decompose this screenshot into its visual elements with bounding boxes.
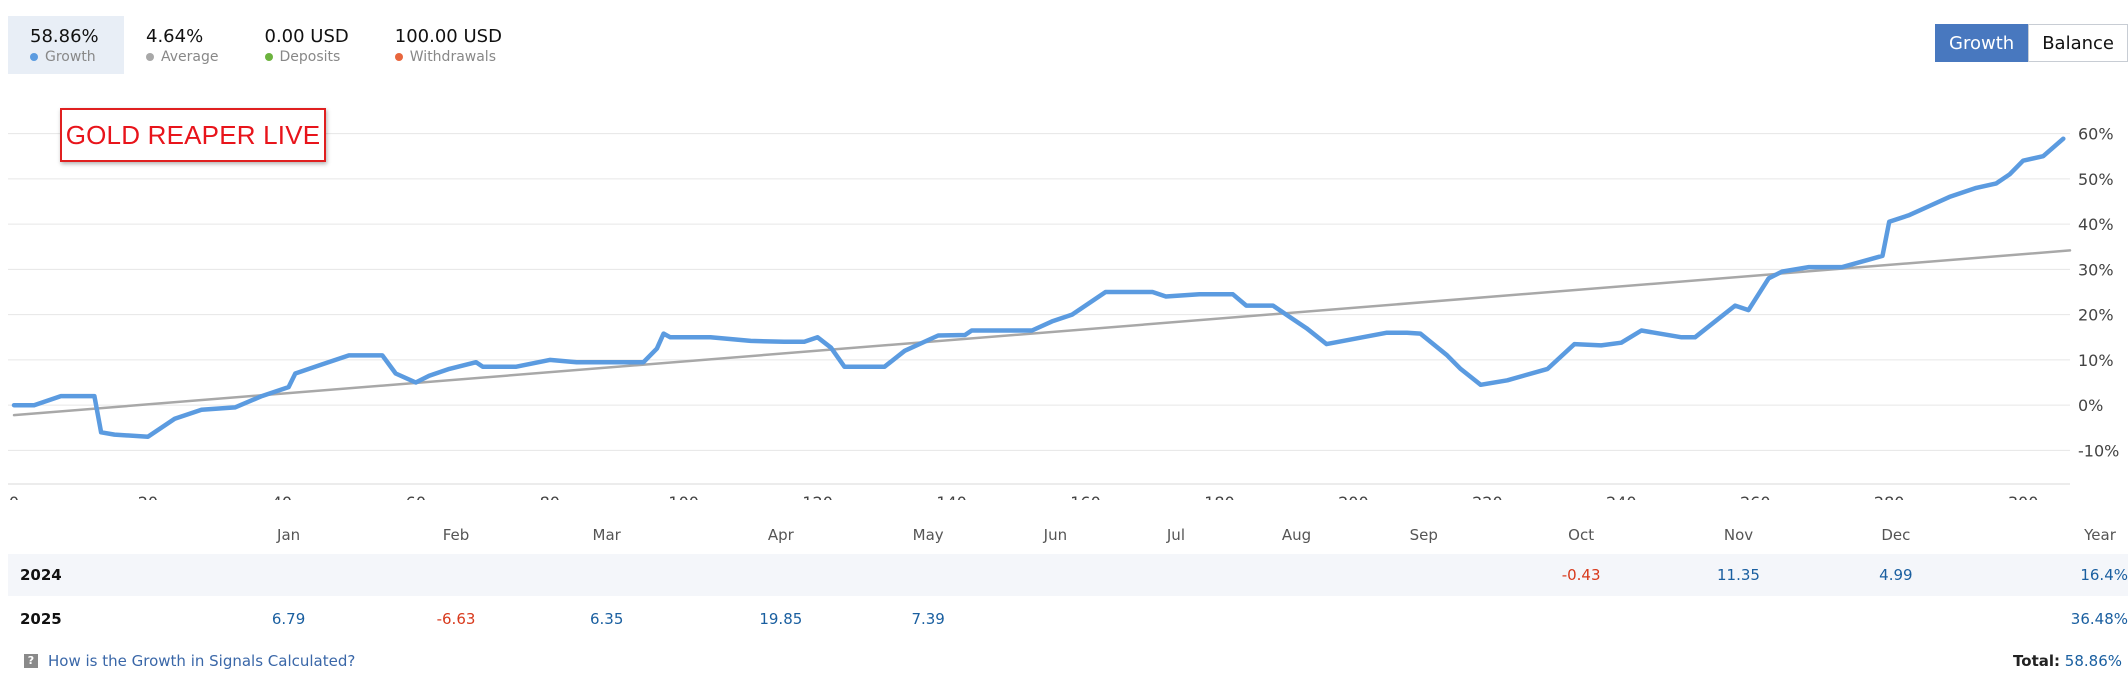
y-tick-label: 20%: [2078, 306, 2114, 325]
y-tick-label: 60%: [2078, 125, 2114, 144]
year-total: 16.4%: [2080, 566, 2128, 584]
help-link-label: How is the Growth in Signals Calculated?: [48, 652, 356, 670]
x-tick-label: 20: [138, 493, 158, 500]
x-tick-label: 300: [2008, 493, 2039, 500]
x-tick-label: 40: [272, 493, 292, 500]
month-label-apr: Apr: [767, 526, 794, 544]
growth-chart: 60% 50% 40% 30% 20% 10% 0% -10% 0 20 40 60 80 100 120 1…: [8, 125, 2119, 500]
year-column-header: Year: [2084, 526, 2116, 544]
monthly-return-cell: 11.35: [1717, 566, 1760, 584]
x-tick-label: 280: [1874, 493, 1905, 500]
x-tick-label: 180: [1204, 493, 1235, 500]
x-tick-label: 260: [1740, 493, 1771, 500]
year-row-2025: 2025 6.79 -6.63 6.35 19.85 7.39 36.48%: [8, 598, 2128, 640]
x-tick-label: 120: [802, 493, 833, 500]
x-tick-label: 60: [406, 493, 426, 500]
series-line-growth: [11, 136, 2066, 440]
year-label: 2024: [20, 566, 62, 584]
year-label: 2025: [20, 610, 62, 628]
monthly-return-cell: 4.99: [1879, 566, 1913, 584]
stat-label: Growth: [45, 49, 96, 65]
y-tick-label: 0%: [2078, 396, 2103, 415]
total-value: 58.86%: [2064, 652, 2122, 670]
stat-value: 4.64%: [146, 26, 204, 47]
x-tick-label: 80: [540, 493, 560, 500]
month-label-jul: Jul: [1166, 526, 1185, 544]
withdrawals-dot-icon: [394, 53, 403, 61]
month-label-aug: Aug: [1281, 526, 1312, 544]
y-tick-label: 30%: [2078, 260, 2114, 279]
stat-label: Average: [161, 49, 219, 65]
x-tick-label: 140: [936, 493, 967, 500]
stat-label: Deposits: [279, 49, 341, 65]
x-tick-label: 0: [9, 493, 19, 500]
x-tick-label: 220: [1472, 493, 1503, 500]
growth-dot-icon: [30, 53, 38, 61]
stat-growth[interactable]: 58.86% Growth: [8, 16, 124, 74]
balance-button[interactable]: Balance: [2028, 24, 2128, 62]
month-label-jun: Jun: [1043, 526, 1068, 544]
month-label-jan: Jan: [277, 526, 301, 544]
month-label-nov: Nov: [1723, 526, 1754, 544]
stats-bar: 58.86% Growth 4.64% Average 0.00 USD Dep…: [8, 16, 526, 74]
year-total: 36.48%: [2070, 610, 2128, 628]
stat-value: 58.86%: [30, 26, 99, 47]
chart-title-box: GOLD REAPER LIVE: [60, 108, 326, 162]
monthly-return-cell: 6.35: [589, 610, 624, 628]
stat-withdrawals[interactable]: 100.00 USD Withdrawals: [373, 16, 526, 74]
y-tick-label: 40%: [2078, 215, 2114, 234]
month-label-sep: Sep: [1409, 526, 1438, 544]
stat-value: 100.00 USD: [394, 26, 502, 47]
x-tick-label: 200: [1338, 493, 1369, 500]
deposits-dot-icon: [264, 53, 273, 61]
monthly-return-cell: -0.43: [1561, 566, 1601, 584]
month-label-oct: Oct: [1568, 526, 1595, 544]
growth-help-link[interactable]: ? How is the Growth in Signals Calculate…: [24, 652, 355, 670]
x-tick-label: 160: [1070, 493, 1101, 500]
x-tick-label: 240: [1606, 493, 1637, 500]
monthly-return-cell: 7.39: [911, 610, 945, 628]
help-icon: ?: [24, 654, 38, 668]
x-tick-label: 100: [668, 493, 699, 500]
chart-mode-toggle: Growth Balance: [1935, 24, 2128, 62]
monthly-return-cell: 6.79: [271, 610, 306, 628]
average-dot-icon: [146, 53, 154, 61]
stat-deposits[interactable]: 0.00 USD Deposits: [243, 16, 373, 74]
footer-total: Total: 58.86%: [2013, 652, 2122, 670]
stat-average[interactable]: 4.64% Average: [124, 16, 243, 74]
total-label: Total:: [2013, 652, 2061, 670]
y-tick-label: -10%: [2078, 441, 2119, 460]
month-label-dec: Dec: [1881, 526, 1911, 544]
month-label-feb: Feb: [442, 526, 470, 544]
monthly-return-cell: 19.85: [759, 610, 803, 628]
month-label-may: May: [912, 526, 944, 544]
monthly-return-cell: -6.63: [436, 610, 476, 628]
series-line-average: [12, 249, 2072, 417]
year-row-2024: 2024 -0.43 11.35 4.99 16.4%: [8, 554, 2128, 596]
growth-button[interactable]: Growth: [1935, 24, 2029, 62]
month-label-mar: Mar: [592, 526, 621, 544]
y-tick-label: 50%: [2078, 170, 2114, 189]
stat-label: Withdrawals: [409, 49, 496, 65]
y-tick-label: 10%: [2078, 351, 2114, 370]
stat-value: 0.00 USD: [264, 26, 349, 47]
